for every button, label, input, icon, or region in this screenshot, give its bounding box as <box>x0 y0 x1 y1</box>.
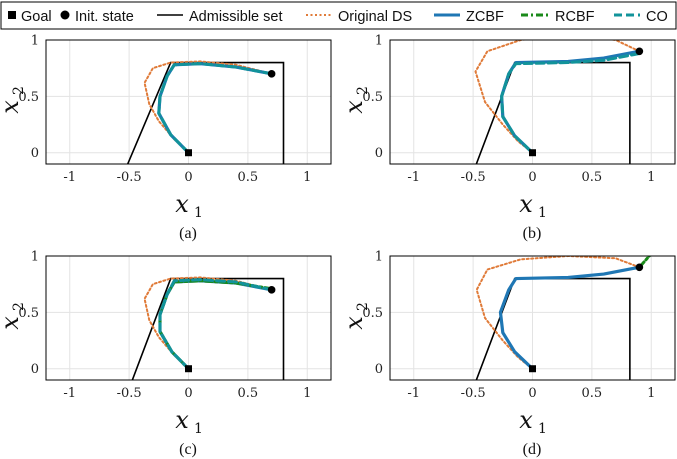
x-tick-label: -0.5 <box>117 386 142 401</box>
legend-label-original: Original DS <box>338 9 412 25</box>
y-axis-label-group: x2 <box>340 302 371 330</box>
y-tick-label: 0 <box>31 362 39 377</box>
x-axis-label-subscript: 1 <box>538 205 547 221</box>
init-marker <box>635 47 644 56</box>
goal-marker <box>529 365 536 373</box>
x-tick-label: -0.5 <box>117 170 142 185</box>
panel-caption: (b) <box>523 225 542 242</box>
init-marker <box>635 263 644 272</box>
y-axis-label-group: x2 <box>340 86 371 114</box>
x-tick-label: 1 <box>647 170 655 185</box>
x-tick-label: 0 <box>528 170 536 185</box>
x-tick-label: -1 <box>63 170 76 185</box>
y-tick-label: 0 <box>31 146 39 161</box>
x-axis-label: x <box>175 406 189 434</box>
x-axis-label: x <box>519 190 533 218</box>
y-axis-label-subscript: 2 <box>11 86 27 95</box>
x-tick-label: 0.5 <box>582 170 603 185</box>
legend-box <box>0 1 677 30</box>
series-original-ds <box>143 60 273 154</box>
goal-marker <box>529 149 536 157</box>
panel-caption: (c) <box>179 441 197 458</box>
axes-frame <box>45 255 332 381</box>
x-tick-label: 0 <box>184 386 192 401</box>
x-tick-label: 0.5 <box>238 386 259 401</box>
x-tick-label: -1 <box>407 170 420 185</box>
x-tick-label: -1 <box>63 386 76 401</box>
y-axis-label: x <box>340 316 368 330</box>
series-zcbf <box>500 49 641 155</box>
y-axis-label: x <box>0 316 24 330</box>
x-tick-label: 0 <box>184 170 192 185</box>
legend-label-rcbf: RCBF <box>555 9 595 25</box>
series-co <box>157 62 274 155</box>
panel-caption: (a) <box>179 225 197 242</box>
legend-label-admissible: Admissible set <box>189 9 282 25</box>
legend-label-co: CO <box>646 9 668 25</box>
admissible-set-boundary <box>475 277 631 380</box>
series-original-ds <box>475 256 641 370</box>
axes-frame <box>45 39 332 165</box>
axes-frame <box>389 39 676 165</box>
x-axis-label-subscript: 1 <box>538 421 547 437</box>
legend-label-zcbf: ZCBF <box>466 9 504 25</box>
y-tick-label: 1 <box>31 34 39 49</box>
x-tick-label: 1 <box>303 386 311 401</box>
axes-frame <box>389 255 676 381</box>
legend-label-init: Init. state <box>75 9 134 25</box>
y-axis-label-subscript: 2 <box>355 302 371 311</box>
x-tick-label: 1 <box>647 386 655 401</box>
panel-3: -1 -0.5 0 0.5 100.51x 1x2(d) <box>340 250 676 458</box>
y-tick-label: 1 <box>375 34 383 49</box>
init-marker <box>267 70 276 78</box>
admissible-set-boundary <box>131 277 285 380</box>
goal-marker <box>185 149 192 157</box>
series-co <box>158 278 274 371</box>
admissible-set-boundary <box>475 61 631 164</box>
panel-1: -1 -0.5 0 0.5 100.51x 1x2(b) <box>340 34 676 242</box>
x-tick-label: 0.5 <box>238 170 259 185</box>
series-original-ds <box>143 276 273 370</box>
init-marker-icon <box>60 10 70 20</box>
y-tick-label: 0.5 <box>362 90 383 105</box>
y-axis-label-subscript: 2 <box>355 86 371 95</box>
x-axis-label: x <box>519 406 533 434</box>
x-tick-label: 0 <box>528 386 536 401</box>
y-tick-label: 0.5 <box>18 90 39 105</box>
x-tick-label: -0.5 <box>461 386 486 401</box>
x-tick-label: 0.5 <box>582 386 603 401</box>
y-axis-label-group: x2 <box>0 86 27 114</box>
series-rcbf <box>637 256 652 269</box>
x-axis-label-subscript: 1 <box>194 421 203 437</box>
admissible-set-boundary <box>126 61 285 164</box>
x-tick-label: 1 <box>303 170 311 185</box>
panel-caption: (d) <box>523 441 542 458</box>
x-axis-label-subscript: 1 <box>194 205 203 221</box>
goal-marker-icon <box>8 11 16 19</box>
series-zcbf <box>498 265 641 371</box>
x-tick-label: -0.5 <box>461 170 486 185</box>
y-tick-label: 1 <box>375 250 383 265</box>
y-axis-label-group: x2 <box>0 302 27 330</box>
goal-marker <box>185 365 192 373</box>
series-co <box>500 52 641 155</box>
y-tick-label: 1 <box>31 250 39 265</box>
legend-label-goal: Goal <box>21 9 52 25</box>
x-axis-label: x <box>175 190 189 218</box>
y-axis-label-subscript: 2 <box>11 302 27 311</box>
init-marker <box>267 286 276 294</box>
x-tick-label: -1 <box>407 386 420 401</box>
y-axis-label: x <box>0 100 24 114</box>
y-tick-label: 0 <box>375 146 383 161</box>
y-axis-label: x <box>340 100 368 114</box>
y-tick-label: 0.5 <box>362 306 383 321</box>
series-original-ds <box>474 40 641 154</box>
legend: Goal Init. state Admissible set Original… <box>0 1 677 30</box>
y-tick-label: 0.5 <box>18 306 39 321</box>
y-tick-label: 0 <box>375 362 383 377</box>
